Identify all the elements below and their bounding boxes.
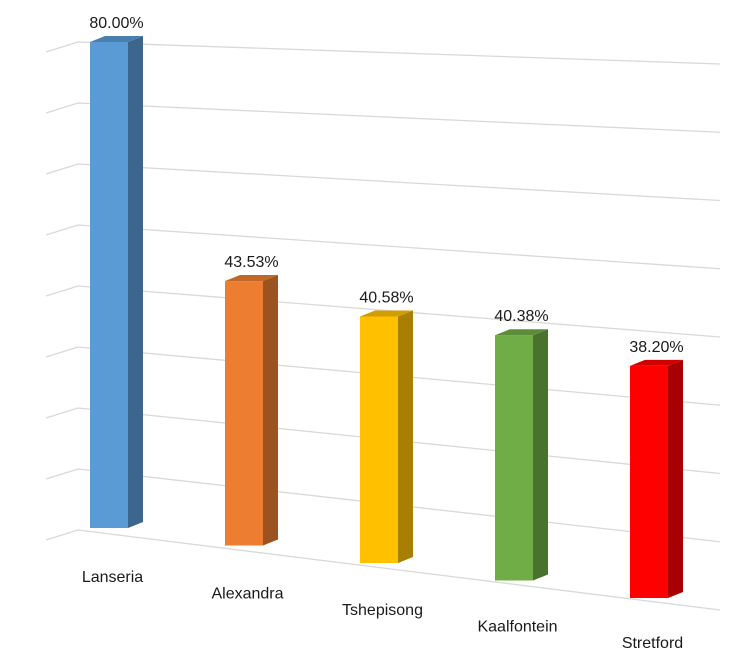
gridline [45, 41, 721, 65]
bar-side [398, 310, 413, 563]
gridline [45, 102, 721, 133]
bar-side [668, 359, 683, 598]
bar-top [495, 329, 548, 336]
category-labels: Lanseria Alexandra Tshepisong Kaalfontein St… [82, 569, 683, 652]
category-label: Lanseria [82, 569, 143, 586]
bar-front [630, 365, 668, 598]
bar-stretford [630, 359, 683, 598]
category-label: Stretford [622, 635, 683, 652]
bar-tshepisong [360, 310, 413, 563]
data-labels: 80.00% 43.53% 40.58% 40.38% 38.20% [89, 15, 683, 356]
data-label: 40.58% [359, 289, 413, 306]
bar-lanseria [90, 36, 143, 528]
gridline [45, 529, 721, 611]
data-label: 40.38% [494, 308, 548, 325]
data-label: 43.53% [224, 254, 278, 271]
gridlines [45, 41, 721, 611]
category-label: Kaalfontein [477, 619, 557, 636]
gridline [45, 285, 721, 338]
bar-front [360, 316, 398, 563]
data-label: 80.00% [89, 15, 143, 32]
category-label: Tshepisong [342, 602, 423, 619]
bar-top [90, 36, 143, 42]
category-label: Alexandra [211, 586, 283, 603]
bar-alexandra [225, 275, 278, 546]
data-label: 38.20% [629, 339, 683, 356]
bar-top [360, 310, 413, 317]
bar-side [128, 36, 143, 528]
bar-front [225, 281, 263, 546]
bar-side [533, 329, 548, 581]
bar-top [225, 275, 278, 282]
gridline [45, 163, 721, 202]
bar-kaalfontein [495, 329, 548, 581]
bar-top [630, 359, 683, 366]
bar-front [495, 335, 533, 581]
bar-side [263, 275, 278, 546]
gridline [45, 224, 721, 270]
bar-front [90, 42, 128, 528]
bars [90, 36, 683, 598]
